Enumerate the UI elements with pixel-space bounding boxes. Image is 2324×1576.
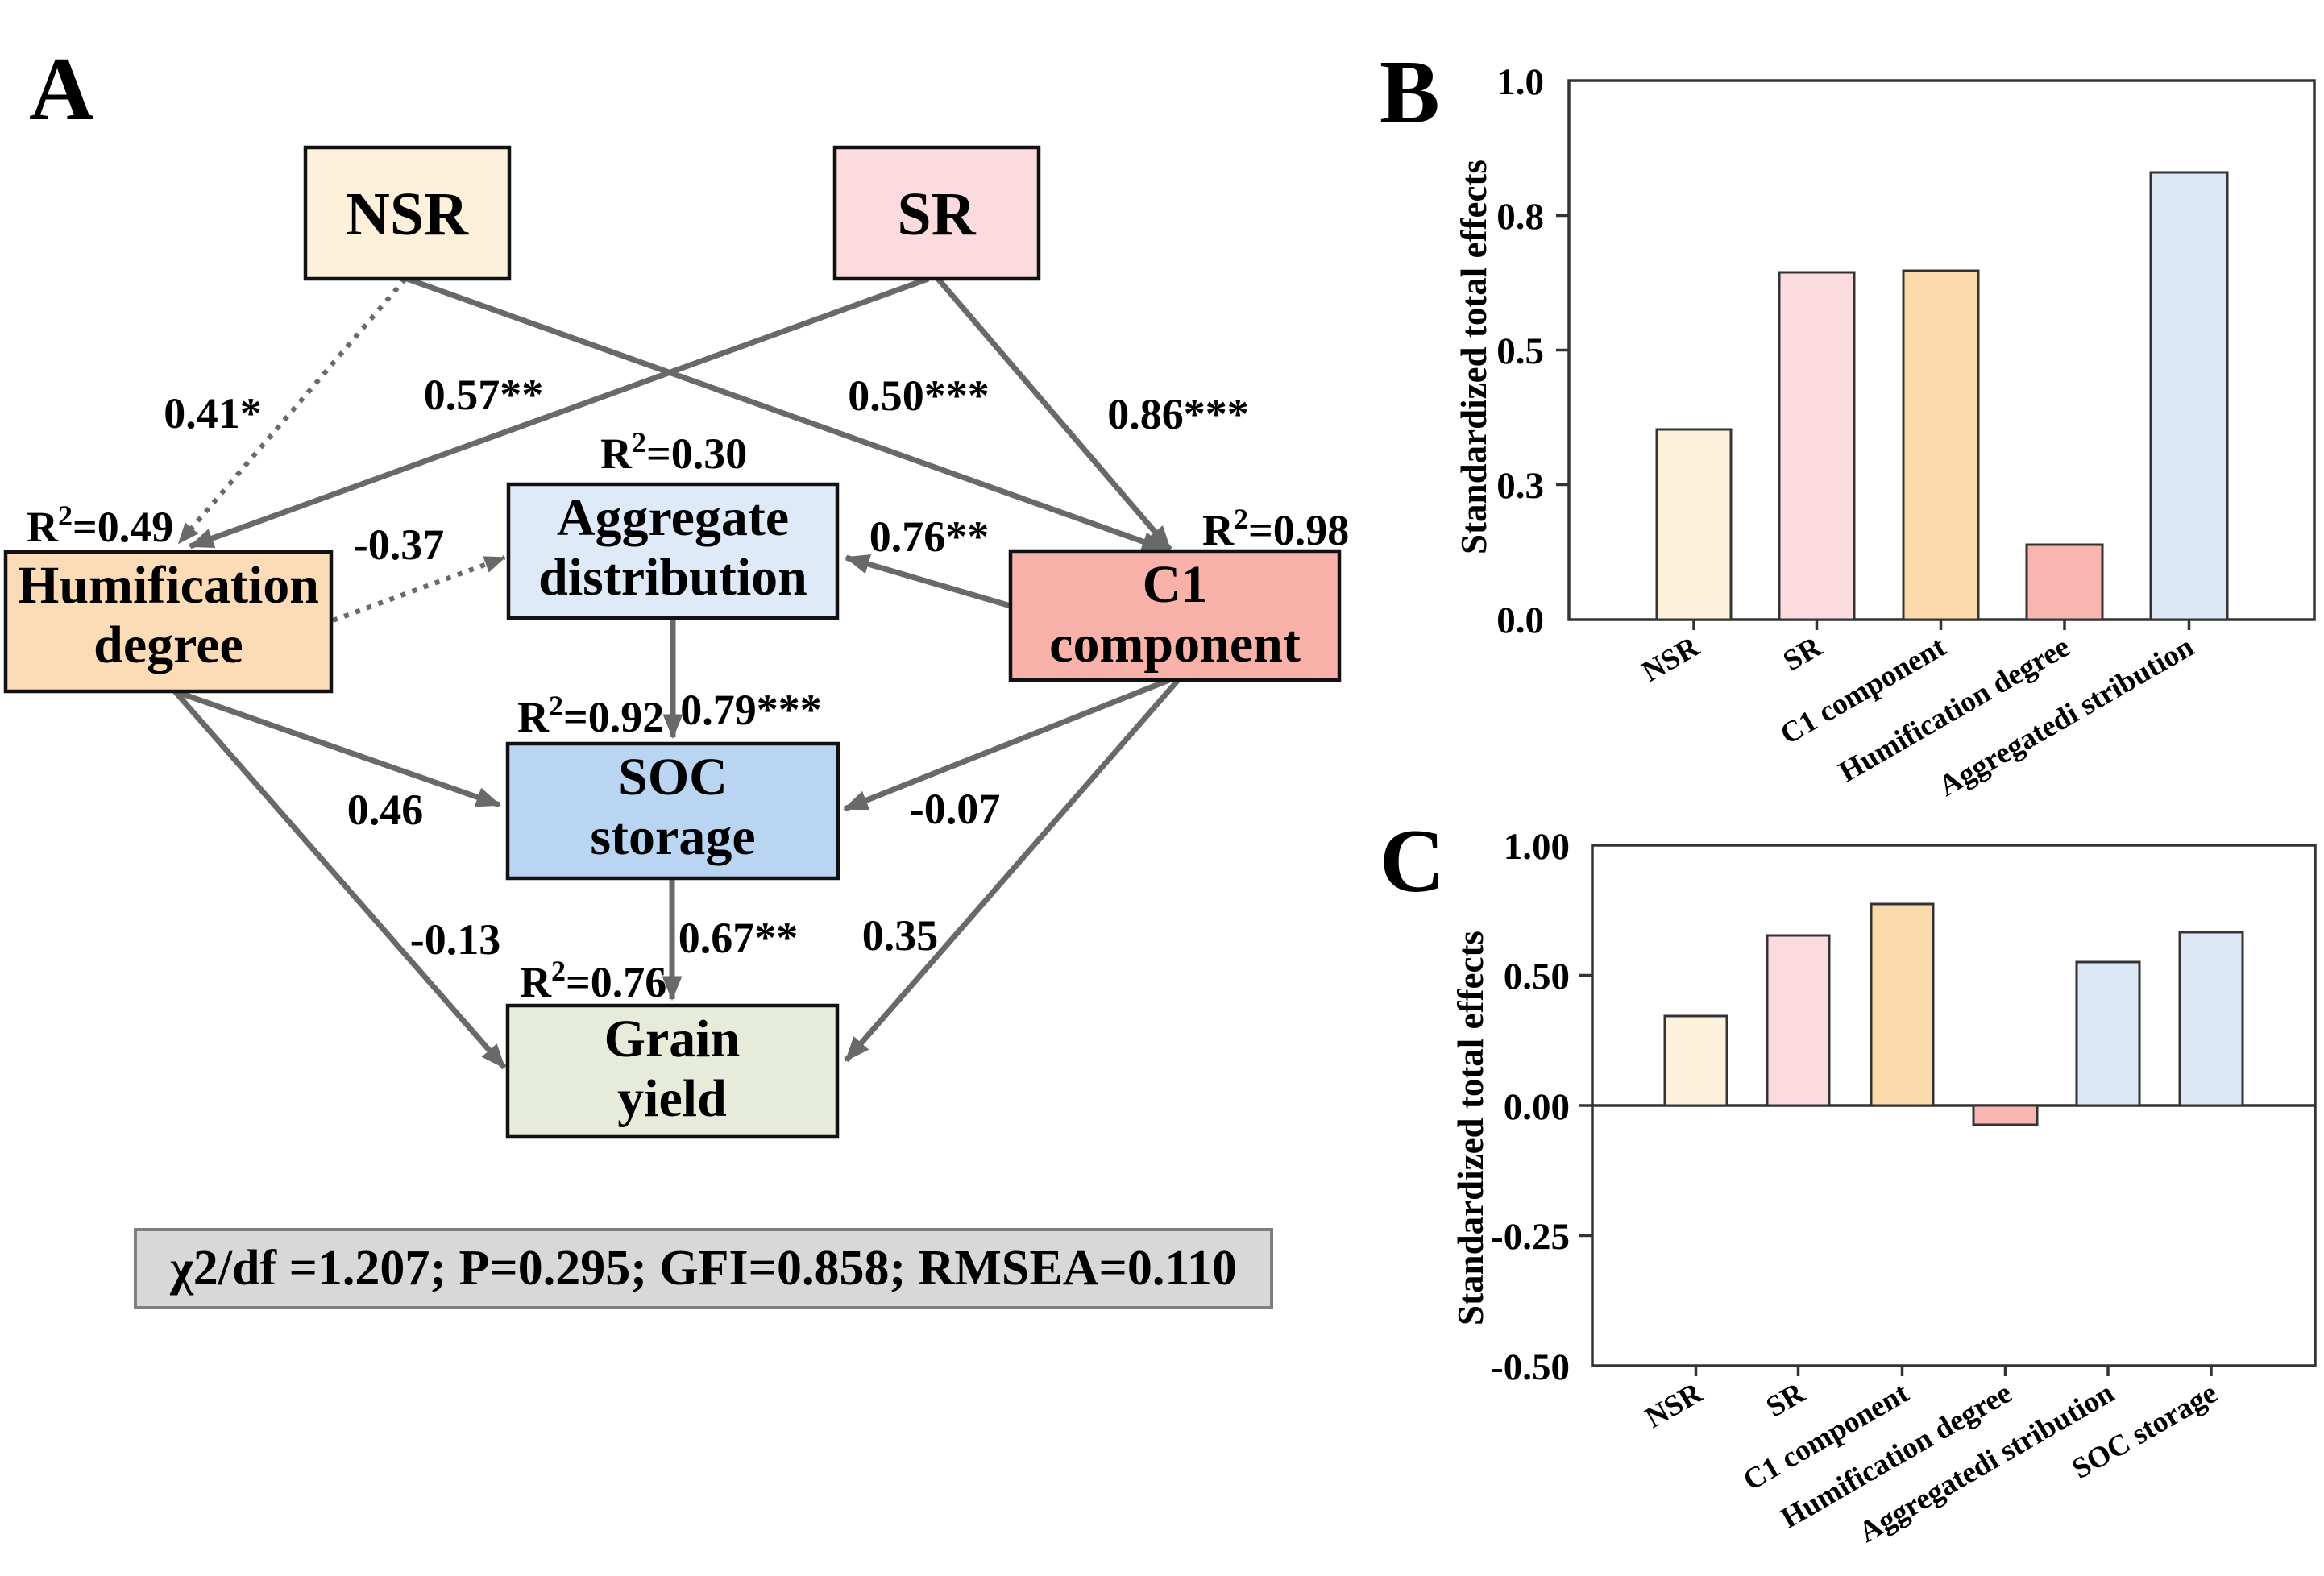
svg-text:-0.07: -0.07	[910, 785, 1000, 833]
svg-text:Aggregate: Aggregate	[557, 488, 789, 547]
svg-text:R2=0.76: R2=0.76	[520, 955, 666, 1006]
svg-text:R2=0.30: R2=0.30	[600, 426, 747, 478]
svg-text:0.57**: 0.57**	[424, 371, 544, 419]
svg-text:0.3: 0.3	[1496, 465, 1544, 507]
svg-text:B: B	[1380, 43, 1440, 143]
svg-text:0.50***: 0.50***	[848, 371, 990, 420]
svg-text:1.00: 1.00	[1504, 826, 1570, 868]
svg-text:0.76**: 0.76**	[869, 512, 990, 561]
svg-text:-0.50: -0.50	[1491, 1346, 1570, 1388]
svg-text:0.8: 0.8	[1496, 196, 1544, 238]
svg-text:0.67**: 0.67**	[679, 914, 799, 962]
svg-text:Grain: Grain	[604, 1010, 741, 1068]
svg-text:C: C	[1380, 811, 1445, 911]
svg-text:A: A	[29, 39, 94, 139]
svg-text:0.35: 0.35	[862, 911, 939, 960]
svg-text:-0.13: -0.13	[410, 915, 500, 964]
svg-text:-0.37: -0.37	[354, 520, 444, 569]
svg-text:0.41*: 0.41*	[164, 389, 262, 438]
svg-text:NSR: NSR	[346, 180, 469, 248]
svg-text:component: component	[1049, 615, 1301, 674]
svg-text:R2=0.92: R2=0.92	[517, 690, 664, 741]
svg-text:0.50: 0.50	[1504, 956, 1570, 997]
svg-text:R2=0.49: R2=0.49	[27, 500, 173, 551]
svg-text:Humification: Humification	[18, 556, 319, 615]
svg-text:0.5: 0.5	[1496, 330, 1544, 372]
svg-text:yield: yield	[617, 1069, 727, 1128]
svg-text:0.86***: 0.86***	[1107, 390, 1249, 438]
svg-text:SR: SR	[897, 180, 976, 248]
svg-text:1.0: 1.0	[1496, 61, 1544, 103]
svg-text:χ2/df =1.207; P=0.295; GFI=0.8: χ2/df =1.207; P=0.295; GFI=0.858; RMSEA=…	[169, 1241, 1237, 1296]
svg-text:0.00: 0.00	[1504, 1086, 1570, 1128]
svg-text:Standardized total effects: Standardized total effects	[1450, 931, 1491, 1325]
svg-text:C1: C1	[1143, 555, 1208, 614]
svg-text:-0.25: -0.25	[1491, 1216, 1570, 1258]
svg-text:distribution: distribution	[538, 548, 807, 607]
svg-text:Standardized total effects: Standardized total effects	[1454, 160, 1494, 554]
svg-text:SOC: SOC	[618, 748, 728, 807]
svg-text:0.0: 0.0	[1496, 599, 1544, 641]
svg-text:0.46: 0.46	[347, 786, 424, 834]
svg-text:0.79***: 0.79***	[680, 686, 822, 734]
svg-text:storage: storage	[590, 807, 755, 866]
svg-text:degree: degree	[93, 616, 243, 674]
svg-text:R2=0.98: R2=0.98	[1202, 503, 1349, 554]
